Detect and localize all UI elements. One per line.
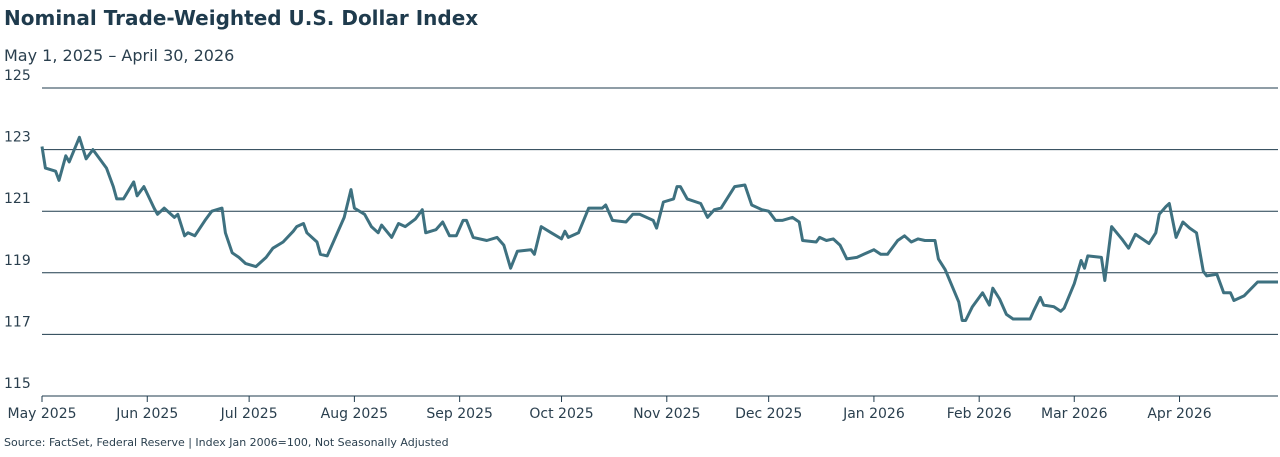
chart-subtitle: May 1, 2025 – April 30, 2026 — [4, 46, 234, 65]
x-tick-label: Dec 2025 — [735, 406, 802, 422]
x-tick-label: Apr 2026 — [1147, 406, 1211, 422]
x-tick-label: Oct 2025 — [529, 406, 593, 422]
y-tick-label: 125 — [4, 68, 31, 84]
y-tick-label: 123 — [4, 130, 31, 146]
chart-title: Nominal Trade-Weighted U.S. Dollar Index — [4, 6, 478, 30]
x-tick-label: Feb 2026 — [947, 406, 1012, 422]
x-tick-label: Aug 2025 — [321, 406, 388, 422]
y-tick-label: 115 — [4, 376, 31, 392]
y-tick-label: 119 — [4, 253, 31, 269]
x-tick-label: Nov 2025 — [633, 406, 700, 422]
x-tick-label: May 2025 — [7, 406, 76, 422]
y-tick-label: 121 — [4, 191, 31, 207]
source-note: Source: FactSet, Federal Reserve | Index… — [4, 436, 449, 449]
y-tick-label: 117 — [4, 314, 31, 330]
x-tick-label: Mar 2026 — [1041, 406, 1108, 422]
x-tick-label: Jan 2026 — [842, 406, 905, 422]
data-line — [40, 135, 1278, 322]
x-tick-label: Jul 2025 — [220, 406, 278, 422]
x-tick-label: Sep 2025 — [426, 406, 492, 422]
x-tick-label: Jun 2025 — [115, 406, 178, 422]
